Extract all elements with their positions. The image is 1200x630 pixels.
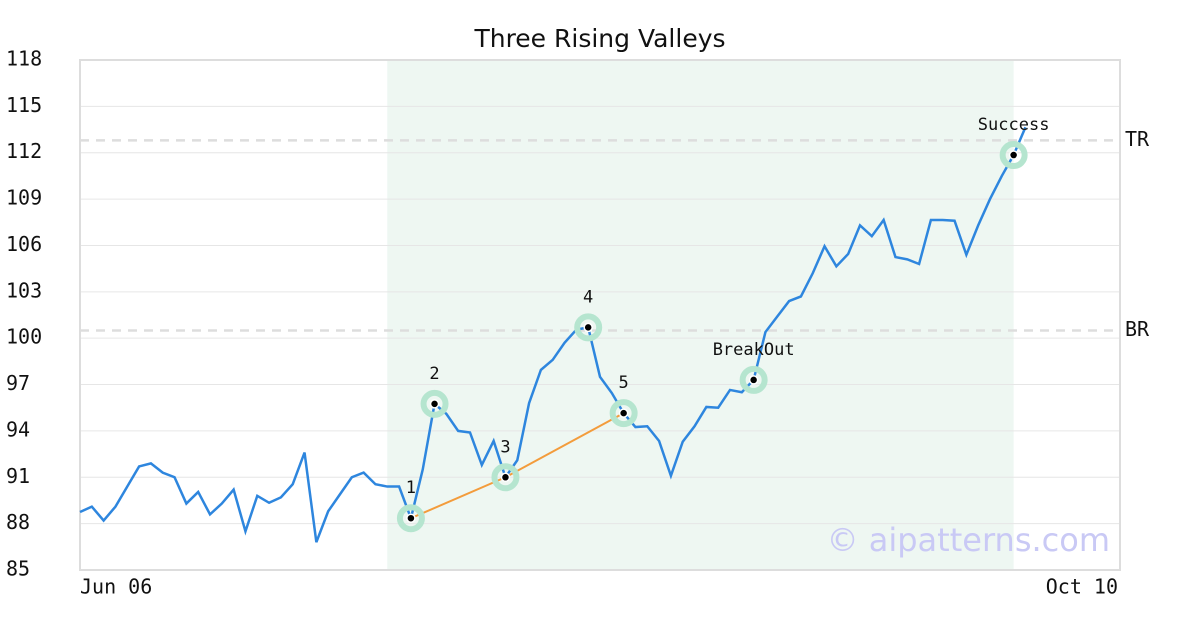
pattern-point-halo [574, 313, 603, 342]
pattern-label: 5 [619, 373, 629, 393]
reference-label: TR [1125, 127, 1150, 151]
y-tick-label: 94 [6, 417, 30, 441]
y-tick-label: 91 [6, 464, 30, 488]
pattern-point-halo [396, 504, 425, 533]
y-tick-label: 109 [6, 186, 42, 210]
pattern-label: 2 [429, 364, 439, 384]
y-tick-label: 118 [6, 47, 42, 71]
chart-title: Three Rising Valleys [473, 24, 725, 53]
plot-frame [79, 59, 1121, 571]
pattern-point-halo [999, 141, 1028, 170]
pattern-point-halo [739, 365, 768, 394]
pattern-point [618, 408, 629, 418]
pattern-label: 1 [406, 478, 416, 498]
pattern-point [583, 322, 593, 333]
pattern-point-halo [420, 389, 449, 418]
y-tick-label: 85 [6, 557, 30, 581]
y-tick-label: 103 [6, 278, 42, 302]
pattern-point-halo [491, 463, 520, 492]
pattern-point [406, 513, 416, 523]
y-tick-label: 88 [6, 510, 30, 534]
price-line [79, 126, 1027, 543]
pattern-point [500, 472, 511, 483]
pattern-label: 4 [583, 287, 593, 307]
pattern-label: Success [978, 115, 1050, 135]
pattern-label: 3 [500, 437, 510, 457]
pattern-label: BreakOut [713, 340, 795, 360]
watermark: © aipatterns.com [827, 521, 1110, 559]
y-tick-label: 115 [6, 93, 42, 117]
y-tick-label: 97 [6, 371, 30, 395]
pattern-point [748, 375, 759, 385]
pattern-point [429, 399, 440, 409]
pattern-region [387, 60, 1014, 570]
reference-label: BR [1125, 317, 1150, 341]
x-tick-label: Oct 10 [1046, 575, 1118, 599]
y-tick-label: 112 [6, 139, 42, 163]
y-tick-label: 100 [6, 325, 42, 349]
y-tick-label: 106 [6, 232, 42, 256]
pattern-point-halo [609, 399, 638, 428]
x-tick-label: Jun 06 [80, 575, 152, 599]
pattern-point [1008, 150, 1019, 160]
